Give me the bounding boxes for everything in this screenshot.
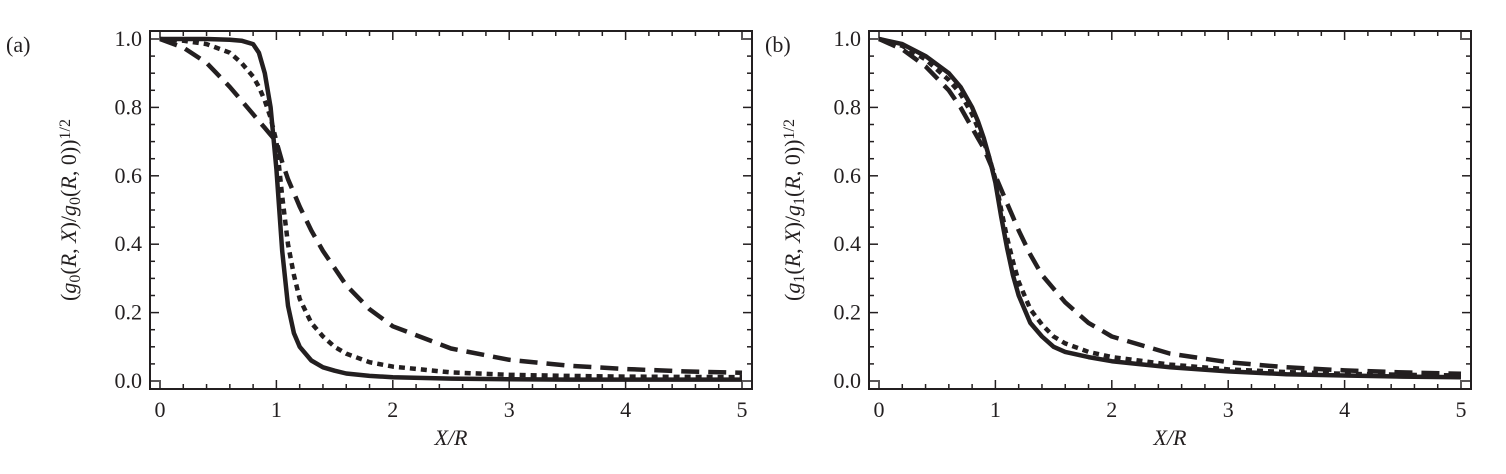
x-tick-label: 2: [387, 397, 398, 422]
y-tick-label: 0.6: [115, 163, 143, 188]
y-tick-label: 0.4: [834, 231, 862, 256]
panel-b-chart: 0 1 2 3 4 5 0.0 0.2 0.4 0.6 0.8 1.0 (b) X/R (g1(R, X)/…: [765, 26, 1472, 450]
y-axis-label: (g0(R, X)/g0(R, 0))1/2: [56, 119, 84, 301]
y-tick-label: 0.2: [834, 300, 862, 325]
x-axis-label: X/R: [1153, 425, 1188, 450]
x-tick-label: 4: [1339, 397, 1350, 422]
series-dashed-curve: [878, 36, 1462, 377]
y-axis-label: (g1(R, X)/g1(R, 0))1/2: [780, 119, 808, 301]
y-tick-label: 1.0: [115, 26, 143, 51]
y-tick-label: 1.0: [834, 26, 862, 51]
y-tick-label: 0.2: [115, 300, 143, 325]
series-dotted-curve: [159, 36, 743, 380]
x-tick-label: 0: [155, 397, 166, 422]
y-tick-label: 0.8: [834, 94, 862, 119]
x-tick-label: 5: [737, 397, 748, 422]
x-tick-label: 1: [271, 397, 282, 422]
x-tick-label: 1: [990, 397, 1001, 422]
x-tick-label: 3: [504, 397, 515, 422]
y-tick-label: 0.4: [115, 231, 143, 256]
x-tick-label: 4: [620, 397, 631, 422]
x-tick-label: 0: [874, 397, 885, 422]
y-tick-label: 0.8: [115, 94, 143, 119]
series-dotted-curve: [878, 36, 1462, 378]
series-solid-curve: [878, 36, 1462, 380]
x-tick-label: 3: [1223, 397, 1234, 422]
y-tick-label: 0.0: [834, 368, 862, 393]
x-axis-label: X/R: [434, 425, 469, 450]
y-tick-label: 0.0: [115, 368, 143, 393]
plot-frame-a: [149, 30, 753, 390]
panel-label-b: (b): [765, 32, 791, 57]
series-dashed-curve: [159, 36, 743, 376]
panel-a-chart: 0 1 2 3 4 5 0.0 0.2 0.4 0.6 0.8 1.0 (a) X/R (g0(R, X)/…: [6, 26, 753, 450]
y-tick-label: 0.6: [834, 163, 862, 188]
series-solid-curve: [160, 36, 742, 382]
panel-label-a: (a): [6, 32, 30, 57]
x-tick-label: 2: [1106, 397, 1117, 422]
x-tick-label: 5: [1456, 397, 1467, 422]
